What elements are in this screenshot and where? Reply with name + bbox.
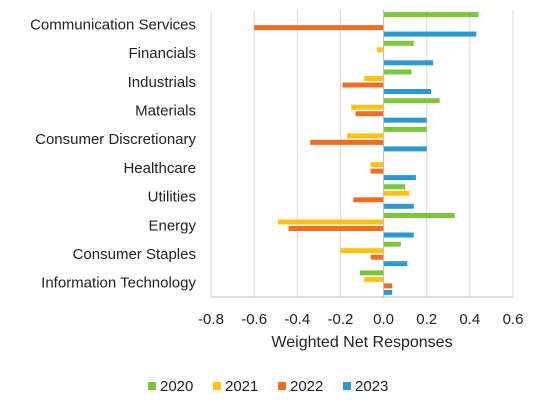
- bar-2021-healthcare: [370, 162, 384, 168]
- x-tick-label: 0.6: [503, 311, 524, 328]
- bar-2023-communication-services: [383, 31, 477, 37]
- x-tick-label: 0.4: [459, 311, 480, 328]
- bar-2022-communication-services: [254, 25, 384, 31]
- bar-2023-information-technology: [383, 289, 393, 295]
- legend-swatch: [148, 382, 156, 390]
- category-label: Consumer Discretionary: [35, 131, 196, 148]
- bar-2022-consumer-staples: [370, 254, 384, 260]
- category-label: Energy: [148, 217, 196, 234]
- legend-label: 2022: [290, 378, 323, 395]
- bar-2023-healthcare: [383, 175, 416, 181]
- category-label: Industrials: [128, 74, 196, 91]
- x-tick-label: 0.0: [373, 311, 394, 328]
- bar-2022-industrials: [342, 82, 384, 88]
- category-label: Information Technology: [41, 275, 196, 292]
- x-tick-labels: -0.8 -0.6 -0.4 -0.2 0.0 0.2 0.4 0.6: [198, 311, 523, 328]
- legend-label: 2023: [355, 378, 388, 395]
- legend-label: 2021: [225, 378, 258, 395]
- bar-2022-energy: [288, 226, 384, 231]
- bar-2021-information-technology: [364, 276, 384, 282]
- bar-2023-materials: [383, 117, 427, 123]
- category-label: Consumer Staples: [73, 246, 196, 263]
- bar-2021-energy: [277, 219, 384, 225]
- axes: [211, 10, 513, 298]
- x-tick-label: -0.6: [241, 311, 267, 328]
- bar-2021-industrials: [364, 76, 384, 81]
- bar-2022-materials: [355, 111, 384, 117]
- x-axis-title: Weighted Net Responses: [271, 334, 452, 351]
- category-labels: Communication Services Financials Industri…: [30, 16, 196, 291]
- bar-2021-utilities: [383, 190, 410, 196]
- bar-2021-consumer-staples: [340, 248, 384, 254]
- legend-swatch: [213, 382, 221, 390]
- category-label: Financials: [128, 45, 196, 62]
- gridlines: [210, 10, 514, 297]
- bar-2020-communication-services: [383, 12, 479, 18]
- bar-2023-energy: [383, 232, 414, 238]
- bar-2020-industrials: [383, 69, 412, 75]
- x-tick-label: -0.4: [284, 311, 310, 328]
- bar-2021-materials: [351, 104, 384, 110]
- x-tick-label: -0.8: [198, 311, 224, 328]
- x-tick-label: -0.2: [327, 311, 353, 328]
- bar-2023-utilities: [383, 203, 414, 209]
- bar-2020-energy: [383, 213, 455, 218]
- bar-2020-financials: [383, 40, 414, 46]
- bars: [254, 12, 479, 295]
- bar-2023-consumer-discretionary: [383, 146, 427, 152]
- x-tick-label: 0.2: [416, 311, 437, 328]
- bar-2022-utilities: [353, 197, 384, 203]
- bar-2021-consumer-discretionary: [346, 133, 384, 139]
- bar-2022-healthcare: [370, 168, 384, 174]
- category-label: Communication Services: [30, 16, 196, 33]
- bar-2020-information-technology: [359, 270, 384, 276]
- bar-2020-consumer-staples: [383, 241, 401, 247]
- legend-label: 2020: [160, 378, 193, 395]
- bar-2020-utilities: [383, 184, 406, 190]
- bar-2020-materials: [383, 98, 440, 104]
- category-label: Utilities: [148, 189, 196, 206]
- bar-2022-information-technology: [383, 283, 393, 289]
- bar-2022-consumer-discretionary: [310, 139, 384, 145]
- category-label: Materials: [135, 102, 196, 119]
- bar-2023-financials: [383, 60, 434, 66]
- bar-2020-consumer-discretionary: [383, 126, 427, 132]
- legend-swatch: [343, 382, 351, 390]
- bar-2021-financials: [377, 47, 384, 53]
- category-label: Healthcare: [123, 160, 196, 177]
- bar-2023-industrials: [383, 89, 432, 94]
- bar-2023-consumer-staples: [383, 261, 408, 267]
- legend: 2020 2021 2022 2023: [148, 378, 388, 395]
- legend-swatch: [278, 382, 286, 390]
